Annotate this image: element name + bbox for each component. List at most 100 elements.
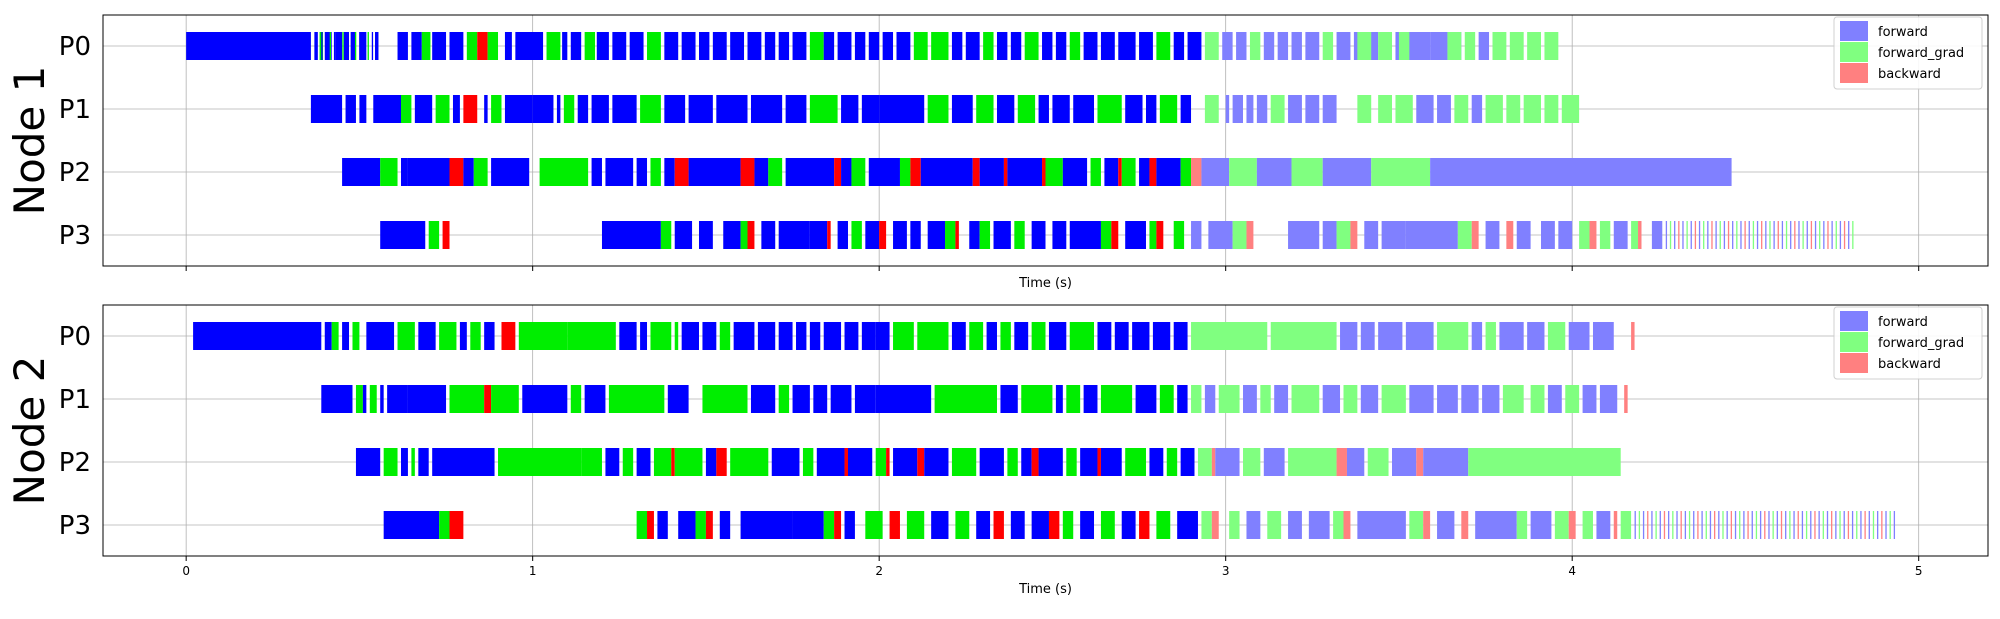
segment-forward (1818, 511, 1820, 539)
segment-forward (1430, 32, 1444, 60)
segment-forward-grad (1121, 158, 1136, 186)
segment-forward (681, 322, 699, 350)
segment-forward-grad (1201, 511, 1212, 539)
segment-forward (1793, 511, 1795, 539)
segment-backward (1764, 511, 1766, 539)
segment-forward (1701, 511, 1703, 539)
segment-forward-grad (498, 448, 582, 476)
segment-forward-grad (342, 32, 344, 60)
segment-backward (747, 221, 755, 249)
segment-backward (501, 322, 516, 350)
segment-forward (629, 32, 644, 60)
segment-forward (1083, 32, 1098, 60)
segment-forward (400, 448, 408, 476)
segment-forward (1322, 95, 1337, 123)
segment-backward (889, 511, 900, 539)
segment-forward (1083, 385, 1098, 413)
segment-forward (1823, 221, 1825, 249)
segment-forward (355, 448, 381, 476)
segment-forward (688, 158, 741, 186)
segment-backward (1118, 158, 1122, 186)
segment-forward-grad (979, 221, 991, 249)
segment-forward (1756, 221, 1759, 249)
segment-forward (1682, 221, 1684, 249)
segment-forward (1069, 221, 1101, 249)
segment-forward (343, 32, 350, 60)
segment-forward-grad (851, 158, 866, 186)
segment-backward (1727, 221, 1730, 249)
segment-forward-grad (1014, 221, 1025, 249)
segment-forward (678, 511, 696, 539)
segment-forward (463, 158, 474, 186)
segment-forward-grad (1620, 511, 1632, 539)
segment-forward-grad (875, 448, 887, 476)
segment-forward (1582, 385, 1597, 413)
segment-forward (1080, 511, 1095, 539)
segment-forward (882, 32, 894, 60)
segment-forward-grad (1839, 511, 1841, 539)
row-p2-segments (342, 158, 1732, 186)
segment-forward-grad (1270, 322, 1337, 350)
segment-forward (1482, 385, 1500, 413)
segment-forward (346, 32, 348, 60)
segment-forward (1097, 322, 1112, 350)
segment-backward (1191, 158, 1202, 186)
segment-forward (664, 158, 675, 186)
segment-forward (1547, 385, 1562, 413)
segment-backward (1139, 511, 1150, 539)
segment-forward-grad (1492, 32, 1507, 60)
segment-forward (1790, 221, 1792, 249)
segment-forward (1246, 511, 1261, 539)
segment-forward-grad (1378, 95, 1393, 123)
row-label-p3: P3 (59, 221, 91, 251)
segment-forward (321, 385, 353, 413)
segment-forward (1748, 221, 1750, 249)
segment-forward (1715, 221, 1717, 249)
segment-forward-grad (1156, 32, 1171, 60)
segment-backward (1744, 221, 1746, 249)
segment-forward-grad (1789, 511, 1791, 539)
row-p3-segments (383, 511, 1896, 539)
segment-forward (931, 511, 949, 539)
segment-forward (350, 32, 353, 60)
segment-backward (1048, 511, 1060, 539)
row-p3-segments (380, 221, 1854, 249)
segment-forward-grad (1547, 322, 1566, 350)
segment-forward (757, 322, 776, 350)
segment-forward (1798, 221, 1800, 249)
segment-forward (1208, 221, 1233, 249)
segment-forward-grad (976, 95, 994, 123)
segment-forward (1232, 95, 1244, 123)
legend: forward forward_grad backward (1833, 306, 1983, 380)
segment-backward (1831, 511, 1833, 539)
segment-forward-grad (1672, 511, 1674, 539)
segment-forward (702, 322, 717, 350)
segment-backward (1336, 448, 1347, 476)
segment-forward (366, 322, 395, 350)
segment-forward (1642, 511, 1645, 539)
segment-forward-grad (945, 221, 956, 249)
segment-forward (705, 448, 717, 476)
segment-forward-grad (931, 32, 949, 60)
segment-forward-grad (1516, 511, 1528, 539)
row-label-p0: P0 (59, 32, 91, 62)
segment-forward-grad (354, 32, 357, 60)
segment-forward (1000, 385, 1018, 413)
segment-forward (1740, 221, 1742, 249)
segment-forward (515, 32, 544, 60)
segment-forward (1346, 448, 1365, 476)
segment-forward (1277, 32, 1289, 60)
segment-forward-grad (1554, 511, 1569, 539)
segment-forward-grad (1066, 448, 1077, 476)
segment-forward (342, 158, 381, 186)
segment-forward-grad (1464, 32, 1476, 60)
segment-forward (605, 448, 620, 476)
segment-backward (1843, 221, 1846, 249)
segment-forward-grad (1204, 95, 1219, 123)
segment-backward (1343, 511, 1351, 539)
segment-forward (785, 158, 835, 186)
segment-forward (747, 32, 762, 60)
legend-label-forward-grad: forward_grad (1878, 336, 1964, 351)
segment-forward (432, 448, 495, 476)
segment-backward (1730, 511, 1733, 539)
